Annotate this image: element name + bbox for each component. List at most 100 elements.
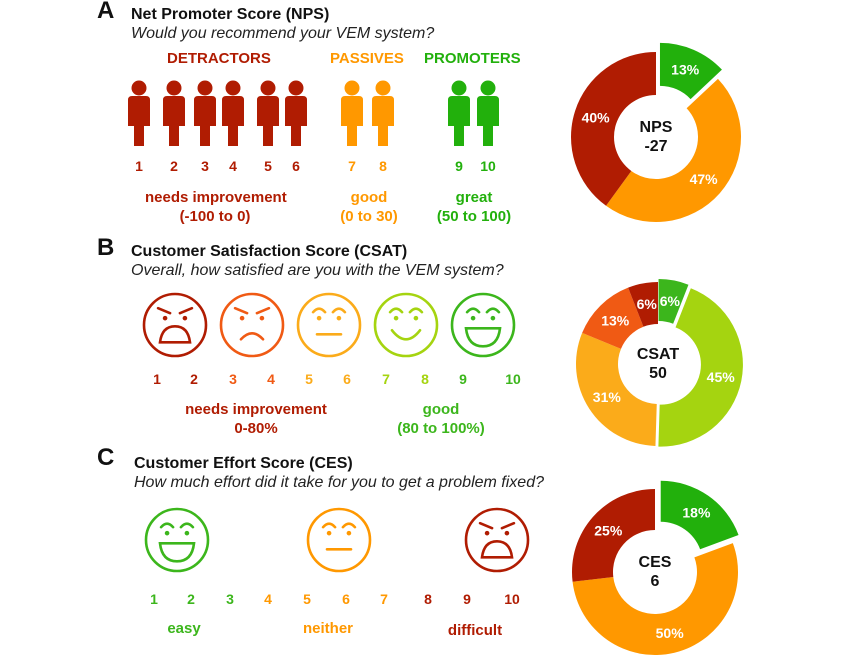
range-value: (-100 to 0) (179, 208, 251, 225)
ces-scale-number-5: 5 (303, 591, 311, 607)
range-value: 0-80% (234, 420, 278, 437)
nps-scale-number-3: 3 (201, 158, 209, 174)
csat-center-value: 50 (649, 365, 667, 382)
csat-scale-number-8: 8 (421, 371, 429, 387)
face-icons (142, 292, 530, 573)
csat-donut-slice-3-4 (582, 287, 644, 349)
ces-center-value: 6 (650, 573, 660, 590)
csat-center-label: CSAT (636, 346, 680, 363)
ces-center-label: CES (638, 554, 672, 571)
panel-letter-a: A (97, 0, 115, 24)
csat-donut-label-1-2: 6% (637, 296, 658, 312)
csat-scale-number-3: 3 (229, 371, 237, 387)
csat-donut-label-5-6: 31% (593, 389, 622, 405)
ces-range-easy: easy (144, 619, 224, 638)
category-passives: PASSIVES (330, 50, 404, 67)
ces-donut-label-difficult: 25% (594, 522, 623, 538)
csat-scale-number-10: 10 (505, 371, 521, 387)
ces-scale-number-10: 10 (504, 591, 520, 607)
panel-letter-b: B (97, 234, 115, 261)
csat-donut: 6% 45% 31% 13% 6% (576, 279, 743, 447)
csat-donut-label-3-4: 13% (601, 313, 630, 329)
csat-donut-slice-5-6 (576, 332, 657, 446)
person-icon (222, 80, 244, 146)
face-smile-icon (373, 292, 439, 358)
range-value: (0 to 30) (340, 208, 398, 225)
csat-donut-label-9-10: 6% (660, 293, 681, 309)
face-laugh-icon (144, 507, 210, 573)
nps-donut-slice-passives (606, 78, 741, 223)
ces-donut-label-neither: 50% (656, 625, 685, 641)
face-sad-icon (219, 292, 285, 358)
range-label: neither (302, 620, 353, 637)
ces-title: Customer Effort Score (CES) (134, 455, 353, 472)
nps-range-good: good (0 to 30) (324, 188, 414, 226)
range-value: (50 to 100) (436, 208, 512, 225)
nps-donut-label-passives: 47% (690, 171, 719, 187)
nps-scale-number-2: 2 (170, 158, 178, 174)
csat-scale-number-9: 9 (459, 371, 467, 387)
ces-donut-slice-easy (660, 480, 739, 550)
donut-charts: 13% 47% 40% 6% 45% 31% 13% 6% 18% 50% 25% (571, 42, 743, 655)
face-laugh-icon (450, 292, 516, 358)
ces-scale-number-3: 3 (226, 591, 234, 607)
person-icon (194, 80, 216, 146)
csat-donut-center: CSAT 50 (618, 345, 698, 383)
panel-letter-c: C (97, 444, 115, 471)
face-angry-icon (464, 507, 530, 573)
nps-scale-number-7: 7 (348, 158, 356, 174)
nps-title: Net Promoter Score (NPS) (131, 6, 330, 23)
person-icon (285, 80, 307, 146)
nps-scale-number-1: 1 (135, 158, 143, 174)
csat-title: Customer Satisfaction Score (CSAT) (131, 243, 408, 260)
ces-question: How much effort did it take for you to g… (134, 474, 544, 491)
category-promoters: PROMOTERS (424, 50, 521, 67)
csat-donut-label-7-8: 45% (707, 369, 736, 385)
csat-donut-slice-1-2 (628, 282, 658, 327)
csat-donut-slice-9-10 (658, 279, 689, 324)
csat-donut-slice-7-8 (658, 288, 743, 447)
category-detractors: DETRACTORS (167, 50, 271, 67)
csat-scale-number-1: 1 (153, 371, 161, 387)
ces-scale-number-1: 1 (150, 591, 158, 607)
nps-donut-label-detractors: 40% (582, 109, 611, 125)
ces-scale-number-4: 4 (264, 591, 272, 607)
ces-scale-number-6: 6 (342, 591, 350, 607)
nps-scale-number-6: 6 (292, 158, 300, 174)
person-icon (163, 80, 185, 146)
nps-scale-number-10: 10 (480, 158, 496, 174)
ces-donut: 18% 50% 25% (572, 480, 739, 655)
nps-range-needs-improvement: needs improvement (-100 to 0) (145, 188, 287, 226)
nps-donut: 13% 47% 40% (571, 42, 741, 223)
person-icon (257, 80, 279, 146)
nps-donut-slice-detractors (571, 51, 656, 206)
nps-scale-number-8: 8 (379, 158, 387, 174)
ces-donut-slice-difficult (572, 489, 655, 582)
nps-people-figures (128, 80, 499, 146)
nps-question: Would you recommend your VEM system? (131, 25, 435, 42)
csat-range-good: good (80 to 100%) (381, 400, 501, 438)
face-angry-icon (142, 292, 208, 358)
nps-donut-label-promoters: 13% (671, 62, 700, 78)
range-label: needs improvement (145, 189, 287, 206)
csat-scale-number-2: 2 (190, 371, 198, 387)
nps-scale-number-4: 4 (229, 158, 237, 174)
nps-range-great: great (50 to 100) (424, 188, 524, 226)
nps-scale-number-9: 9 (455, 158, 463, 174)
range-label: easy (167, 620, 201, 637)
ces-donut-label-easy: 18% (682, 504, 711, 520)
ces-donut-center: CES 6 (615, 553, 695, 591)
nps-center-label: NPS (639, 119, 673, 136)
nps-center-value: -27 (644, 138, 668, 155)
person-icon (128, 80, 150, 146)
range-label: difficult (447, 622, 503, 639)
csat-scale-number-4: 4 (267, 371, 275, 387)
person-icon (341, 80, 363, 146)
range-value: (80 to 100%) (397, 420, 485, 437)
ces-donut-slice-neither (572, 543, 738, 655)
range-label: good (350, 189, 388, 206)
nps-scale-number-5: 5 (264, 158, 272, 174)
person-icon (372, 80, 394, 146)
face-neutral-icon (306, 507, 372, 573)
ces-scale-number-2: 2 (187, 591, 195, 607)
